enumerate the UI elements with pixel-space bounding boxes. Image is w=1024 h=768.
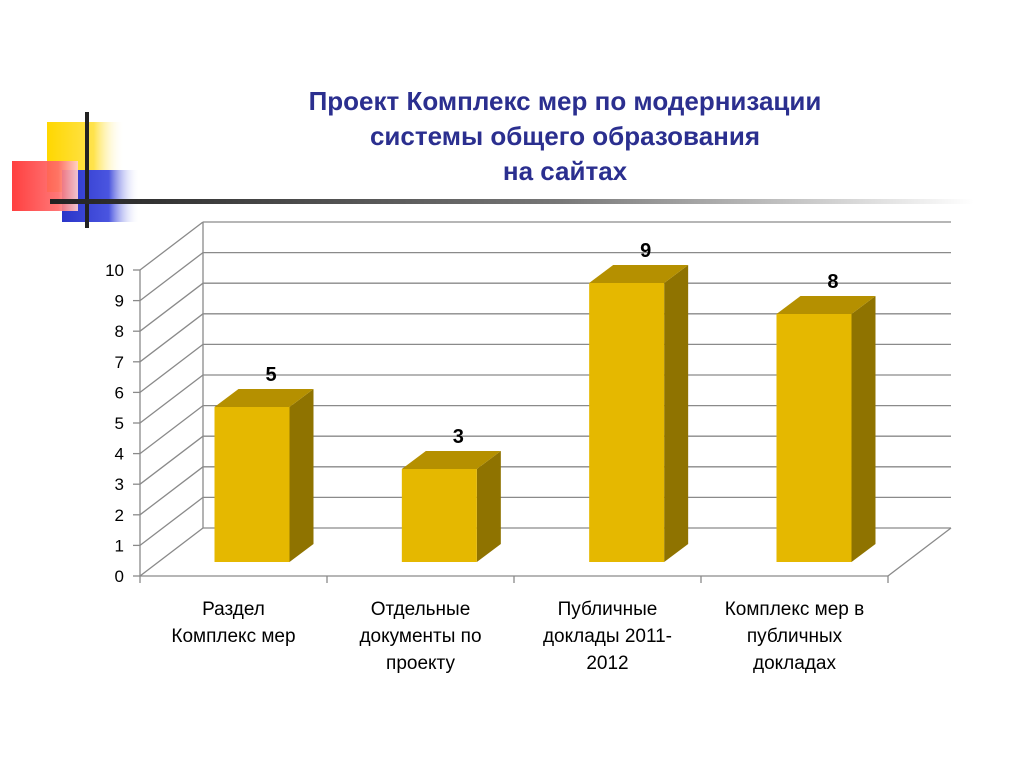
data-label: 5 [265,364,276,386]
y-tick-label: 2 [115,506,124,525]
bar-2 [401,451,501,562]
side-gridline [139,527,204,577]
bar-top [776,296,876,314]
y-tick-label: 10 [105,261,124,280]
bars [214,265,876,562]
side-gridline [139,221,204,271]
category-label-line: 2012 [586,653,628,674]
y-tick-label: 6 [115,383,124,402]
category-label-line: публичных [747,626,843,647]
category-label-line: документы по [359,626,481,647]
category-label-line: Раздел [202,599,265,620]
side-gridline [139,374,204,424]
bar-front [776,314,852,562]
bar-top [401,451,501,469]
side-gridline [139,435,204,485]
category-label: Публичные доклады 2011- 2012 [543,599,672,674]
bar-1 [214,389,314,562]
y-tick-label: 9 [115,292,124,311]
y-tick-label: 8 [115,322,124,341]
bar-side [476,451,501,562]
bar-4 [776,296,876,562]
category-label-line: проекту [386,653,455,674]
side-gridline [139,313,204,363]
data-labels: 5 3 9 8 [265,240,838,448]
side-gridline [139,466,204,516]
y-tick-label: 7 [115,353,124,372]
data-label: 9 [640,240,651,262]
y-tick-label: 1 [115,536,124,555]
bar-side [664,265,689,562]
y-tick-label: 4 [115,445,124,464]
y-axis-ticks: 0 1 2 3 4 5 6 7 8 9 10 [105,261,889,586]
category-label: Комплекс мер в публичных докладах [725,599,865,674]
chart-title: Проект Комплекс мер по модернизации сист… [240,84,890,189]
vertical-line [85,112,89,228]
side-gridline [139,405,204,455]
category-label-line: Публичные [558,599,658,620]
data-label: 3 [453,426,464,448]
bar-top [214,389,314,407]
category-label-line: Комплекс мер [171,626,295,647]
category-label: Отдельные документы по проекту [359,599,481,674]
category-label-line: докладах [753,653,836,674]
bar-front [589,283,665,562]
side-gridline [139,343,204,393]
y-tick-label: 5 [115,414,124,433]
side-gridline [139,282,204,332]
category-labels: Раздел Комплекс мер Отдельные документы по п… [171,599,864,674]
data-label: 8 [827,271,838,293]
bar-front [401,469,477,562]
category-label-line: Комплекс мер в [725,599,865,620]
floor-right-edge [887,527,952,577]
title-line-3: на сайтах [502,156,628,186]
category-label-line: доклады 2011- [543,626,672,647]
title-line-1: Проект Комплекс мер по модернизации [308,86,822,116]
bar-top [589,265,689,283]
y-tick-label: 3 [115,475,124,494]
decorative-squares [12,112,974,228]
bar-3 [589,265,689,562]
side-gridline [139,496,204,546]
bar-side [851,296,876,562]
category-label: Раздел Комплекс мер [171,599,295,647]
horizontal-line [50,199,974,204]
title-line-2: системы общего образования [369,121,761,151]
category-label-line: Отдельные [371,599,471,620]
bar-front [214,407,290,562]
bar-side [289,389,314,562]
y-tick-label: 0 [115,567,124,586]
side-gridline [139,252,204,302]
